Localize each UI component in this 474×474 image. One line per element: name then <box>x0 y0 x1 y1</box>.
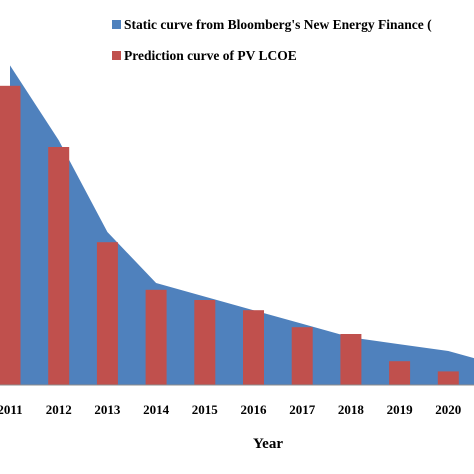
legend-swatch-static-curve <box>112 20 121 29</box>
bar-2011 <box>0 85 21 386</box>
x-tick-2019: 2019 <box>387 402 414 417</box>
x-axis-title: Year <box>253 436 283 452</box>
x-tick-2020: 2020 <box>435 402 461 417</box>
legend-label-static-curve: Static curve from Bloomberg's New Energy… <box>124 17 432 32</box>
legend-label-prediction-curve: Prediction curve of PV LCOE <box>124 48 297 63</box>
bar-2013 <box>96 242 118 385</box>
x-tick-2012: 2012 <box>46 402 72 417</box>
bar-2015 <box>194 300 216 385</box>
area-static-curve <box>10 65 474 385</box>
bar-2012 <box>48 147 70 385</box>
x-tick-2018: 2018 <box>338 402 365 417</box>
x-tick-2015: 2015 <box>192 402 219 417</box>
bar-2016 <box>243 310 264 385</box>
x-tick-2016: 2016 <box>241 402 268 417</box>
plot-area <box>0 65 474 386</box>
bar-2014 <box>145 289 167 385</box>
x-tick-2011: 2011 <box>0 402 23 417</box>
bar-2018 <box>340 334 362 385</box>
x-tick-2013: 2013 <box>94 402 121 417</box>
bar-2019 <box>389 361 411 385</box>
x-tick-2014: 2014 <box>143 402 170 417</box>
bar-2017 <box>291 327 313 385</box>
x-tick-2017: 2017 <box>289 402 316 417</box>
bar-2020 <box>437 371 459 385</box>
x-tick-labels: 2011 2012 2013 2014 2015 2016 2017 2018 2019 2020… <box>0 402 461 417</box>
legend: Static curve from Bloomberg's New Energy… <box>112 17 432 63</box>
legend-swatch-prediction-curve <box>112 51 121 60</box>
